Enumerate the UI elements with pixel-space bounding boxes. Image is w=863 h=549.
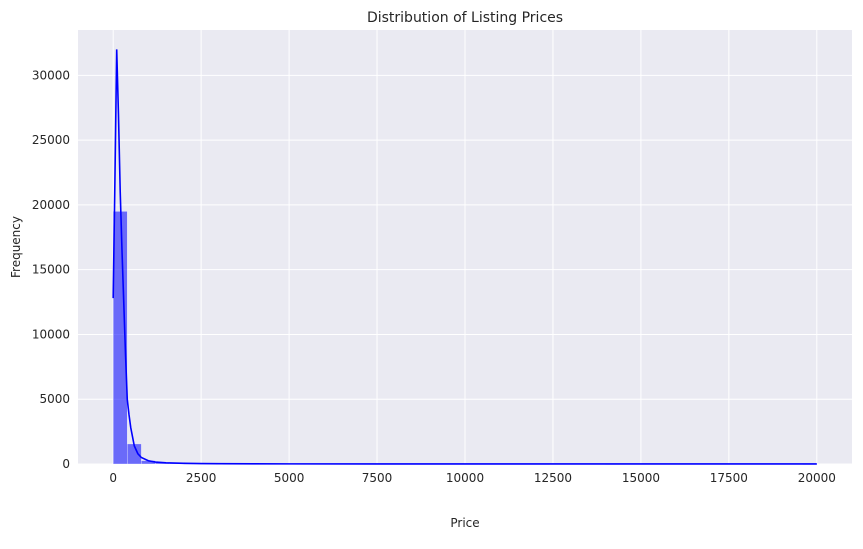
x-tick-label: 17500 xyxy=(710,471,748,485)
y-tick-label: 20000 xyxy=(32,198,70,212)
chart-title: Distribution of Listing Prices xyxy=(367,10,563,26)
x-tick-label: 15000 xyxy=(622,471,660,485)
x-tick-label: 20000 xyxy=(798,471,836,485)
x-tick-label: 2500 xyxy=(186,471,217,485)
x-axis-label: Price xyxy=(450,516,479,530)
x-tick-label: 12500 xyxy=(534,471,572,485)
y-tick-label: 15000 xyxy=(32,263,70,277)
y-tick-label: 5000 xyxy=(39,392,70,406)
x-tick-label: 0 xyxy=(109,471,117,485)
y-axis-label: Frequency xyxy=(9,216,23,278)
y-tick-label: 0 xyxy=(62,457,70,471)
x-tick-labels: 0 2500 5000 7500 10000 12500 15000 17500 20000 xyxy=(109,471,836,485)
kde-line xyxy=(112,49,817,465)
y-tick-label: 10000 xyxy=(32,327,70,341)
x-tick-label: 7500 xyxy=(362,471,393,485)
x-tick-label: 10000 xyxy=(446,471,484,485)
y-tick-label: 25000 xyxy=(32,133,70,147)
x-tick-label: 5000 xyxy=(274,471,305,485)
y-tick-label: 30000 xyxy=(32,68,70,82)
y-tick-labels: 0 5000 10000 15000 20000 25000 30000 xyxy=(32,68,70,471)
